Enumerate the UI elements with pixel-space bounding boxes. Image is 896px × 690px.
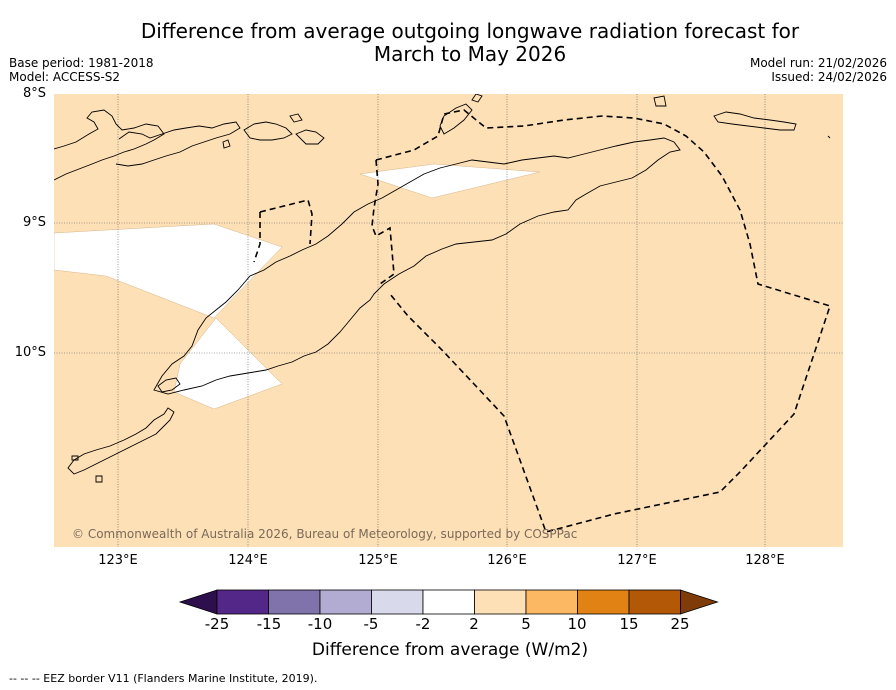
- model-name: Model: ACCESS-S2: [9, 70, 121, 84]
- colorbar-extend-high: [680, 589, 719, 615]
- colorbar-tick: 2: [469, 615, 479, 633]
- lat-label-10s: 10°S: [14, 345, 46, 360]
- coast-pantar: [295, 129, 325, 145]
- lat-label-9s: 9°S: [22, 215, 46, 230]
- eez-border: [253, 109, 832, 533]
- coast-sumba-rote: [67, 407, 175, 475]
- lon-label-126e: 126°E: [487, 553, 527, 568]
- title-line-1: Difference from average outgoing longwav…: [140, 19, 800, 43]
- coast-savu: [157, 377, 181, 393]
- lon-label-124e: 124°E: [228, 553, 268, 568]
- coastlines: [54, 94, 831, 483]
- colorbar-tick: 5: [521, 615, 531, 633]
- lat-label-8s: 8°S: [22, 86, 46, 101]
- colorbar-tick: -15: [256, 615, 282, 633]
- map-panel: © Commonwealth of Australia 2026, Bureau…: [54, 94, 843, 547]
- colorbar-tick: 15: [619, 615, 639, 633]
- coast-timor: [153, 137, 681, 395]
- coast-wetar: [439, 103, 473, 135]
- model-run: Model run: 21/02/2026: [749, 56, 887, 70]
- colorbar-swatch: [422, 589, 475, 615]
- colorbar-tick: -2: [415, 615, 431, 633]
- coast-flores-north: [54, 109, 165, 181]
- coast-alor-island: [243, 121, 293, 141]
- coast-wetar-tip: [471, 94, 483, 103]
- anomaly-field: [54, 94, 843, 547]
- colorbar-swatch: [474, 589, 527, 615]
- map-title: Difference from average outgoing longwav…: [100, 20, 840, 66]
- meta-right: Model run: 21/02/2026 Issued: 24/02/2026: [750, 56, 887, 84]
- copyright-notice: © Commonwealth of Australia 2026, Bureau…: [72, 527, 577, 541]
- base-period: Base period: 1981-2018: [9, 56, 154, 70]
- colorbar-swatch: [216, 589, 269, 615]
- neutral-patch-north: [359, 163, 541, 199]
- coast-small-isle-3: [653, 95, 667, 107]
- coast-small-isle-1: [289, 113, 303, 123]
- coast-flores-east: [115, 121, 241, 167]
- colorbar-tick: 25: [670, 615, 690, 633]
- coast-small-isle-4: [827, 135, 831, 139]
- issued-date: Issued: 24/02/2026: [771, 70, 887, 84]
- colorbar-extend-low: [178, 589, 218, 615]
- colorbar-swatches: [178, 589, 719, 615]
- gridlines: [54, 94, 843, 547]
- colorbar-swatch: [628, 589, 681, 615]
- lon-label-123e: 123°E: [98, 553, 138, 568]
- coast-tanimbar: [713, 111, 797, 131]
- eez-line-west: [259, 199, 313, 245]
- colorbar: [178, 589, 719, 615]
- lon-label-128e: 128°E: [745, 553, 785, 568]
- title-line-2: March to May 2026: [373, 42, 567, 66]
- eez-line-main: [375, 109, 832, 533]
- eez-footnote: -- -- -- EEZ border V11 (Flanders Marine…: [9, 672, 318, 685]
- colorbar-tick: -10: [307, 615, 333, 633]
- colorbar-swatch: [319, 589, 372, 615]
- coast-small-isle-6: [95, 475, 103, 483]
- neutral-patch-west: [54, 223, 283, 319]
- colorbar-tick: -25: [204, 615, 230, 633]
- colorbar-swatch: [525, 589, 578, 615]
- colorbar-tick: -5: [363, 615, 379, 633]
- coast-small-isle-2: [222, 139, 231, 149]
- eez-line-east: [371, 159, 395, 285]
- colorbar-tick: 10: [567, 615, 587, 633]
- colorbar-swatch: [577, 589, 630, 615]
- colorbar-title: Difference from average (W/m2): [311, 640, 589, 660]
- eez-line-west-2: [253, 212, 261, 263]
- colorbar-swatch: [371, 589, 424, 615]
- lon-label-125e: 125°E: [358, 553, 398, 568]
- lon-label-127e: 127°E: [617, 553, 657, 568]
- meta-left: Base period: 1981-2018 Model: ACCESS-S2: [9, 56, 154, 84]
- colorbar-swatch: [268, 589, 321, 615]
- coast-small-isle-5: [71, 455, 79, 461]
